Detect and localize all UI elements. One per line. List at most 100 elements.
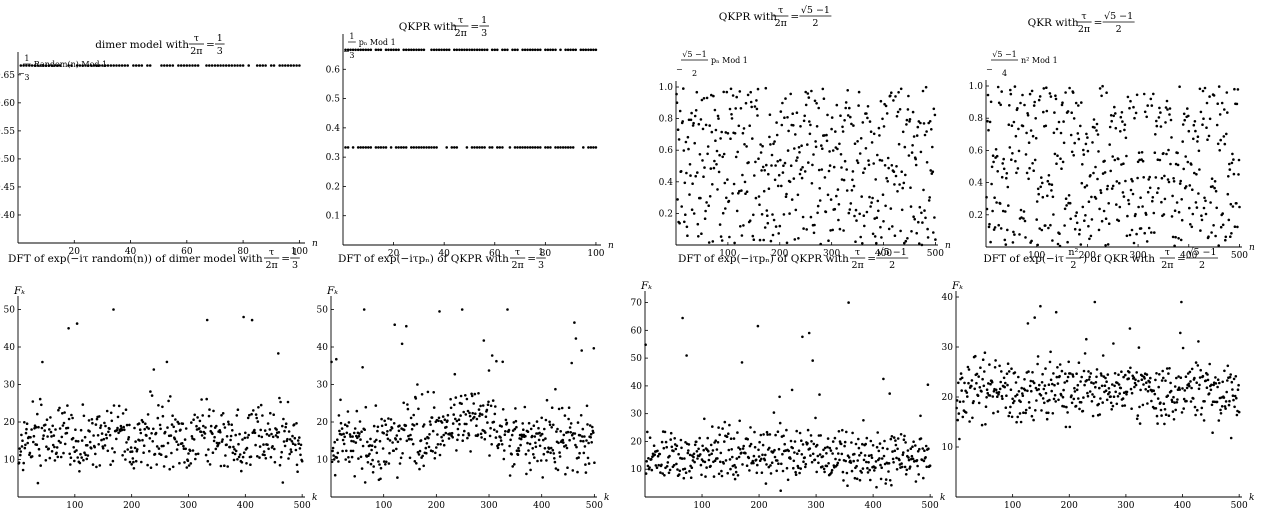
- data-point: [1014, 394, 1017, 398]
- data-point: [708, 124, 711, 127]
- data-point: [1167, 180, 1171, 184]
- x-tick-label: 20: [388, 249, 400, 259]
- data-point: [575, 445, 578, 449]
- data-point: [1016, 167, 1020, 170]
- data-point: [361, 366, 364, 369]
- data-point: [811, 359, 814, 362]
- data-point: [1099, 191, 1103, 195]
- data-point: [228, 445, 232, 449]
- data-point: [495, 359, 498, 363]
- data-point: [1145, 381, 1148, 385]
- data-point: [835, 103, 839, 107]
- data-point: [854, 442, 858, 446]
- data-point: [1063, 207, 1067, 211]
- data-point: [857, 446, 861, 450]
- data-point: [1195, 173, 1198, 176]
- data-point: [445, 425, 448, 429]
- ylabel-frac-den: 2: [692, 69, 697, 78]
- data-point: [389, 418, 393, 421]
- data-point: [769, 239, 773, 243]
- data-point: [196, 452, 200, 456]
- data-point: [468, 414, 472, 418]
- data-point: [141, 420, 145, 424]
- data-point: [511, 48, 514, 52]
- data-point: [457, 418, 461, 422]
- data-point: [987, 128, 990, 132]
- data-point: [1064, 91, 1067, 94]
- data-point: [549, 446, 553, 450]
- data-point: [436, 443, 440, 446]
- data-point: [753, 430, 756, 434]
- data-point: [480, 436, 483, 439]
- data-point: [107, 430, 110, 434]
- data-point: [1175, 401, 1179, 404]
- data-point: [896, 110, 900, 114]
- data-point: [959, 372, 963, 375]
- data-point: [1235, 396, 1238, 400]
- data-point: [842, 229, 845, 232]
- data-point: [1137, 346, 1141, 349]
- data-point: [1017, 390, 1021, 393]
- data-point: [893, 449, 897, 453]
- data-point: [1195, 381, 1198, 385]
- data-point: [999, 380, 1002, 384]
- data-point: [1036, 187, 1040, 191]
- data-point: [171, 465, 175, 469]
- data-point: [221, 438, 224, 441]
- data-point: [1155, 414, 1159, 418]
- data-point: [915, 459, 919, 462]
- data-point: [927, 447, 930, 451]
- title-lhs-fraction-numerator: τ: [1081, 11, 1086, 22]
- data-point: [801, 443, 805, 446]
- data-point: [748, 444, 752, 448]
- data-point: [778, 421, 782, 425]
- data-point: [810, 440, 813, 443]
- data-point: [668, 454, 671, 458]
- data-point: [521, 422, 524, 425]
- data-point: [478, 414, 481, 418]
- data-point: [720, 239, 724, 242]
- data-point: [997, 223, 1000, 227]
- data-point: [170, 451, 173, 455]
- data-point: [1186, 372, 1190, 375]
- data-point: [354, 48, 357, 52]
- data-point: [399, 456, 403, 460]
- data-point: [587, 462, 591, 465]
- data-point: [526, 441, 529, 445]
- data-point: [865, 112, 868, 115]
- data-point: [1169, 381, 1172, 385]
- data-point: [1093, 300, 1097, 304]
- data-point: [866, 466, 869, 470]
- data-point: [1082, 369, 1086, 373]
- data-point: [900, 462, 903, 465]
- data-point: [519, 437, 523, 441]
- data-point: [162, 465, 166, 468]
- data-point: [926, 236, 930, 239]
- data-point: [1163, 422, 1166, 426]
- data-point: [159, 427, 162, 431]
- data-point: [982, 384, 986, 388]
- data-point: [1131, 192, 1135, 196]
- data-point: [67, 64, 70, 67]
- data-point: [735, 457, 739, 460]
- data-point: [850, 189, 854, 192]
- data-point: [829, 449, 833, 452]
- data-point: [699, 463, 703, 467]
- data-point: [62, 421, 66, 425]
- data-point: [407, 434, 410, 438]
- data-point: [1222, 135, 1226, 138]
- data-point: [129, 446, 133, 449]
- data-point: [503, 48, 507, 52]
- data-point: [871, 196, 874, 200]
- data-point: [910, 454, 914, 458]
- x-tick-label: 200: [428, 501, 445, 511]
- data-point: [1022, 217, 1025, 220]
- data-point: [795, 111, 799, 114]
- data-point: [361, 146, 365, 149]
- data-point: [748, 124, 751, 127]
- title-equals: =: [790, 11, 799, 23]
- data-point: [432, 391, 436, 394]
- data-point: [880, 457, 884, 460]
- data-point: [1079, 243, 1083, 246]
